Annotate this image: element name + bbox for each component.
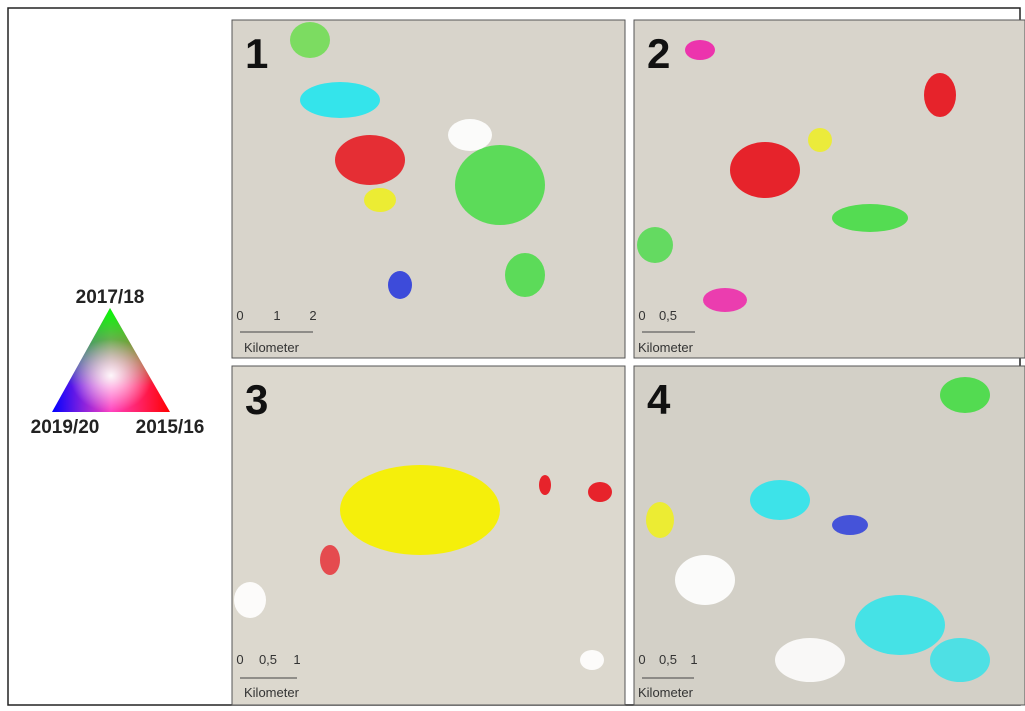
scale-unit: Kilometer <box>244 685 300 700</box>
scale-tick: 0 <box>638 308 645 323</box>
map-panel: 4 0 0,5 1 Kilometer <box>634 366 1025 705</box>
scale-unit: Kilometer <box>244 340 300 355</box>
legend-right: 2015/16 <box>136 417 205 438</box>
scale-tick: 1 <box>293 652 300 667</box>
scale-tick: 0,5 <box>659 308 677 323</box>
scale-tick: 2 <box>309 308 316 323</box>
panel-label: 3 <box>245 376 268 423</box>
scale-tick: 0 <box>236 652 243 667</box>
legend: 2017/18 2019/20 2015/16 <box>31 287 205 438</box>
scale-tick: 0 <box>236 308 243 323</box>
scale-tick: 0 <box>638 652 645 667</box>
map-panel: 3 0 0,5 1 Kilometer <box>232 366 625 705</box>
scale-tick: 0,5 <box>659 652 677 667</box>
legend-left: 2019/20 <box>31 417 100 438</box>
panel-label: 2 <box>647 30 670 77</box>
figure: 2017/18 2019/20 2015/16 1 0 1 2 Kilomete… <box>0 0 1025 711</box>
scale-tick: 0,5 <box>259 652 277 667</box>
panel-label: 4 <box>647 376 671 423</box>
scale-unit: Kilometer <box>638 340 694 355</box>
scale-tick: 1 <box>690 652 697 667</box>
legend-top: 2017/18 <box>76 287 145 308</box>
panel-label: 1 <box>245 30 268 77</box>
map-panel: 2 0 0,5 Kilometer <box>634 20 1025 358</box>
scale-tick: 1 <box>273 308 280 323</box>
map-panel: 1 0 1 2 Kilometer <box>232 20 625 358</box>
scale-unit: Kilometer <box>638 685 694 700</box>
